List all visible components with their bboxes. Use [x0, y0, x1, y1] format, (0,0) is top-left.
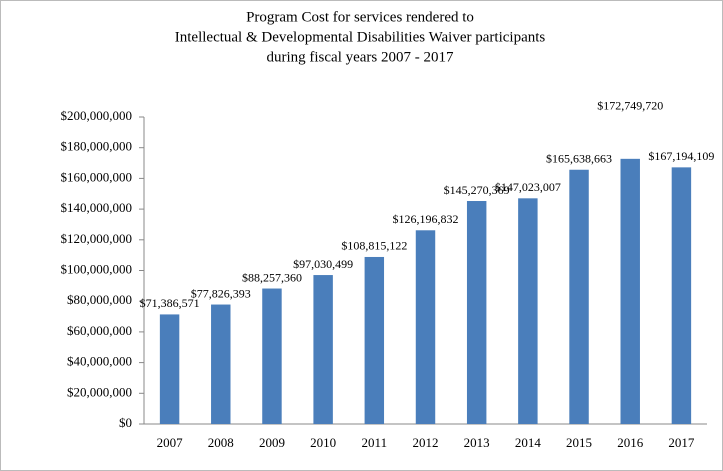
bar [415, 230, 436, 424]
bar [211, 304, 231, 424]
x-tick-label: 2007 [157, 435, 184, 450]
bar [262, 288, 282, 424]
y-tick-label: $160,000,000 [61, 169, 133, 184]
chart-title: Program Cost for services rendered to [246, 9, 474, 25]
bar [364, 256, 385, 424]
bar [159, 314, 180, 424]
data-label: $71,386,571 [140, 296, 200, 310]
bar [313, 275, 333, 424]
data-label: $88,257,360 [242, 270, 302, 284]
y-tick-label: $40,000,000 [67, 354, 132, 369]
x-tick-label: 2016 [617, 435, 644, 450]
data-label: $165,638,663 [546, 151, 612, 165]
y-tick-label: $20,000,000 [67, 384, 132, 399]
y-tick-label: $60,000,000 [67, 323, 132, 338]
y-tick-label: $120,000,000 [61, 231, 133, 246]
x-tick-label: 2012 [413, 435, 439, 450]
x-tick-label: 2010 [310, 435, 336, 450]
data-label: $108,815,122 [341, 239, 407, 253]
bar [466, 201, 487, 424]
data-label: $126,196,832 [393, 212, 459, 226]
y-tick-label: $180,000,000 [61, 139, 133, 154]
y-tick-label: $0 [119, 415, 132, 430]
y-tick-label: $80,000,000 [67, 292, 132, 307]
chart-title: during fiscal years 2007 - 2017 [266, 49, 454, 65]
x-tick-label: 2011 [362, 435, 388, 450]
data-label: $97,030,499 [293, 257, 353, 271]
x-tick-label: 2017 [668, 435, 695, 450]
y-tick-label: $100,000,000 [61, 261, 133, 276]
data-label: $147,023,007 [495, 180, 561, 194]
x-tick-label: 2008 [208, 435, 234, 450]
y-tick-label: $140,000,000 [61, 200, 133, 215]
data-label: $167,194,109 [648, 149, 714, 163]
x-tick-label: 2015 [566, 435, 592, 450]
data-label: $77,826,393 [191, 286, 251, 300]
chart-title: Intellectual & Developmental Disabilitie… [175, 29, 546, 45]
data-label: $145,270,369 [444, 183, 510, 197]
bar [671, 167, 692, 424]
bar [620, 158, 640, 425]
x-tick-label: 2014 [515, 435, 542, 450]
bar [518, 198, 538, 424]
x-tick-label: 2013 [464, 435, 490, 450]
data-label: $172,749,720 [597, 99, 663, 113]
x-tick-label: 2009 [259, 435, 285, 450]
y-tick-label: $200,000,000 [61, 108, 133, 123]
bar [569, 169, 589, 424]
